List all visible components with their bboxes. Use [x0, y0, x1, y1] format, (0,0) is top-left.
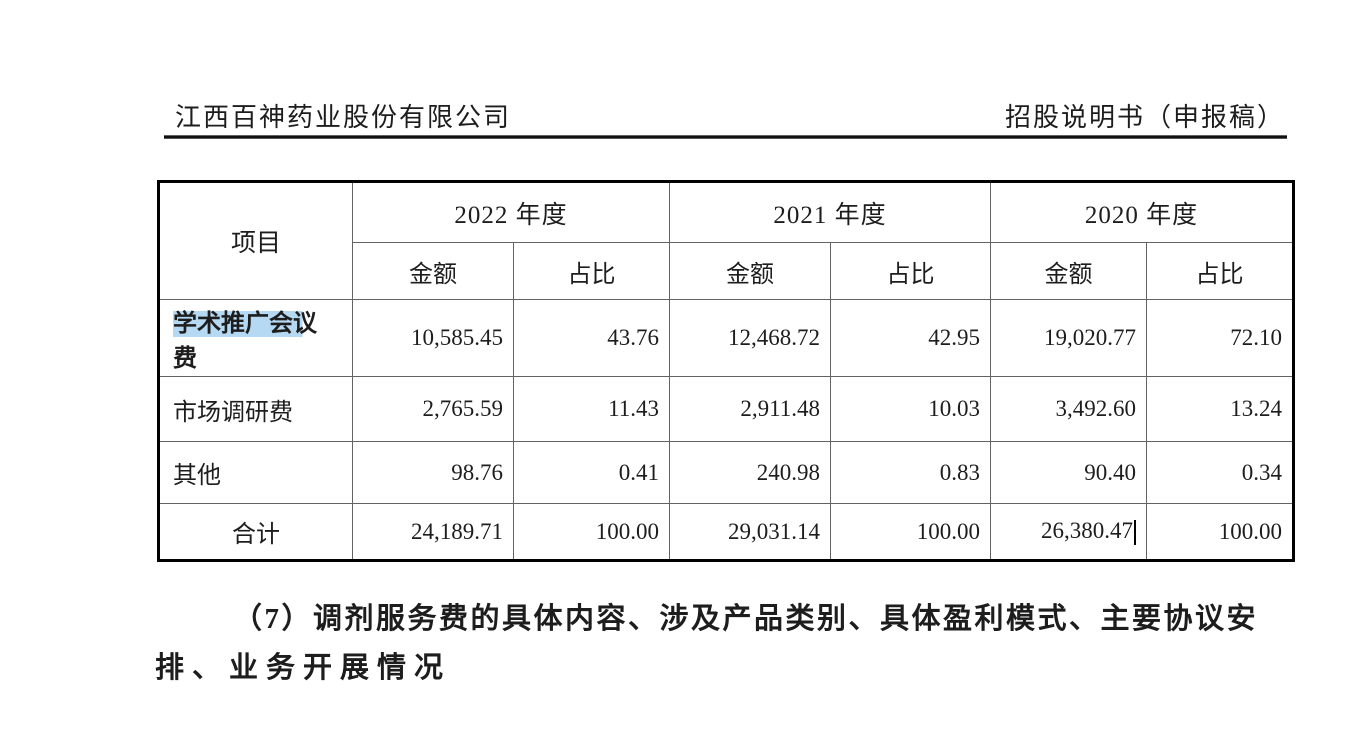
- column-header-2021: 2021 年度: [669, 181, 992, 243]
- cell-value: 19,020.77: [990, 299, 1148, 377]
- cell-value: 12,468.72: [669, 299, 832, 377]
- cell-value: 10,585.45: [352, 299, 514, 377]
- column-header-2022: 2022 年度: [351, 181, 671, 243]
- cell-value: 0.83: [830, 441, 992, 504]
- cell-value: 42.95: [830, 299, 992, 377]
- selected-text[interactable]: 学术推广会议: [173, 311, 317, 337]
- expense-table: 项目 2022 年度 2021 年度 2020 年度 金额 占比 金额 占比 金…: [157, 180, 1296, 562]
- row-label-total: 合计: [158, 503, 353, 561]
- cell-value: 13.24: [1146, 376, 1295, 442]
- header-divider: [164, 135, 1287, 139]
- text-cursor: [1134, 520, 1137, 546]
- table-row-academic-promotion: 学术推广会议费 10,585.45 43.76 12,468.72 42.95 …: [158, 299, 1295, 377]
- cell-value: 0.34: [1146, 441, 1295, 504]
- table-row-total: 合计 24,189.71 100.00 29,031.14 100.00 26,…: [158, 503, 1295, 561]
- cell-with-cursor[interactable]: 26,380.47: [990, 503, 1148, 561]
- cell-value: 72.10: [1146, 299, 1295, 377]
- column-header-2020: 2020 年度: [990, 181, 1295, 243]
- cell-value: 10.03: [830, 376, 992, 442]
- section-heading-line1: （7）调剂服务费的具体内容、涉及产品类别、具体盈利模式、主要协议安: [233, 603, 1259, 635]
- cell-value: 3,492.60: [990, 376, 1148, 442]
- page-header: 江西百神药业股份有限公司 招股说明书（申报稿）: [164, 97, 1287, 134]
- section-heading-line2: 排、业务开展情况: [155, 652, 452, 684]
- row-label-other: 其他: [158, 441, 353, 504]
- subheader-ratio-2022: 占比: [512, 242, 671, 300]
- subheader-amount-2022: 金额: [352, 242, 514, 300]
- cell-value: 11.43: [512, 376, 671, 442]
- cell-value: 100.00: [1146, 503, 1295, 561]
- row-label-market-research: 市场调研费: [158, 376, 353, 442]
- document-type-label: 招股说明书（申报稿）: [1004, 103, 1285, 132]
- cell-value: 240.98: [669, 441, 832, 504]
- cell-value: 98.76: [352, 441, 514, 504]
- cell-value: 100.00: [512, 503, 671, 561]
- cell-value: 100.00: [830, 503, 992, 561]
- column-header-item: 项目: [158, 181, 353, 300]
- cell-value: 24,189.71: [352, 503, 514, 561]
- cell-value: 90.40: [990, 441, 1148, 504]
- row-label-academic-promotion: 学术推广会议费: [158, 299, 353, 377]
- table-row-other: 其他 98.76 0.41 240.98 0.83 90.40 0.34: [158, 441, 1295, 504]
- subheader-amount-2020: 金额: [990, 242, 1148, 300]
- cell-value: 0.41: [512, 441, 671, 504]
- cell-value: 29,031.14: [669, 503, 832, 561]
- table-row-market-research: 市场调研费 2,765.59 11.43 2,911.48 10.03 3,49…: [158, 376, 1295, 442]
- subheader-ratio-2021: 占比: [830, 242, 992, 300]
- cell-value: 2,765.59: [352, 376, 514, 442]
- cell-value: 2,911.48: [669, 376, 832, 442]
- subheader-ratio-2020: 占比: [1146, 242, 1295, 300]
- company-name: 江西百神药业股份有限公司: [175, 103, 512, 132]
- cell-value: 43.76: [512, 299, 671, 377]
- table-header-year-row: 项目 2022 年度 2021 年度 2020 年度: [158, 181, 1295, 300]
- subheader-amount-2021: 金额: [669, 242, 832, 300]
